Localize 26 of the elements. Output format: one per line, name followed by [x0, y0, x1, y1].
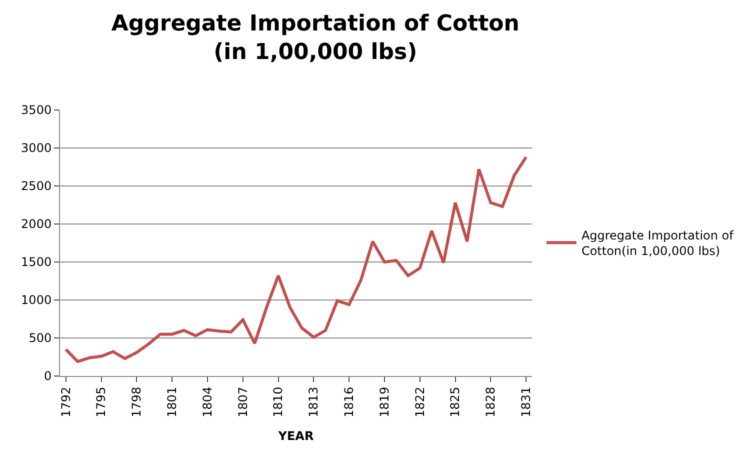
x-tick-label: 1813	[306, 386, 321, 418]
x-tick-label: 1819	[377, 386, 392, 418]
y-tick-label: 1500	[21, 255, 52, 270]
x-axis-title: YEAR	[277, 429, 314, 444]
chart-title: Aggregate Importation of Cotton (in 1,00,000 lbs)	[111, 11, 520, 65]
x-tick-label: 1810	[271, 386, 286, 418]
x-tick-label: 1798	[130, 386, 144, 418]
legend-label: Aggregate Importation of Cotton(in 1,00,000 lbs)	[581, 228, 734, 258]
y-tick-label: 3500	[21, 103, 52, 118]
x-tick-label: 1816	[342, 386, 356, 418]
y-tick-label: 500	[28, 331, 52, 346]
x-tick-label: 1792	[58, 386, 73, 418]
x-tick-label: 1831	[519, 386, 533, 418]
x-tick-label: 1801	[165, 386, 179, 418]
x-tick-label: 1828	[484, 386, 498, 418]
y-tick-label: 0	[44, 369, 52, 384]
y-tick-label: 2000	[21, 217, 52, 232]
y-tick-label: 3000	[21, 141, 52, 156]
y-tick-label: 1000	[21, 293, 52, 308]
y-tick-label: 2500	[21, 179, 52, 194]
x-tick-label: 1822	[412, 386, 427, 418]
x-tick-label: 1804	[200, 386, 214, 418]
x-tick-label: 1825	[448, 386, 462, 418]
line-series	[64, 156, 528, 364]
x-tick-label: 1795	[94, 386, 108, 418]
x-tick-label: 1807	[236, 386, 250, 418]
